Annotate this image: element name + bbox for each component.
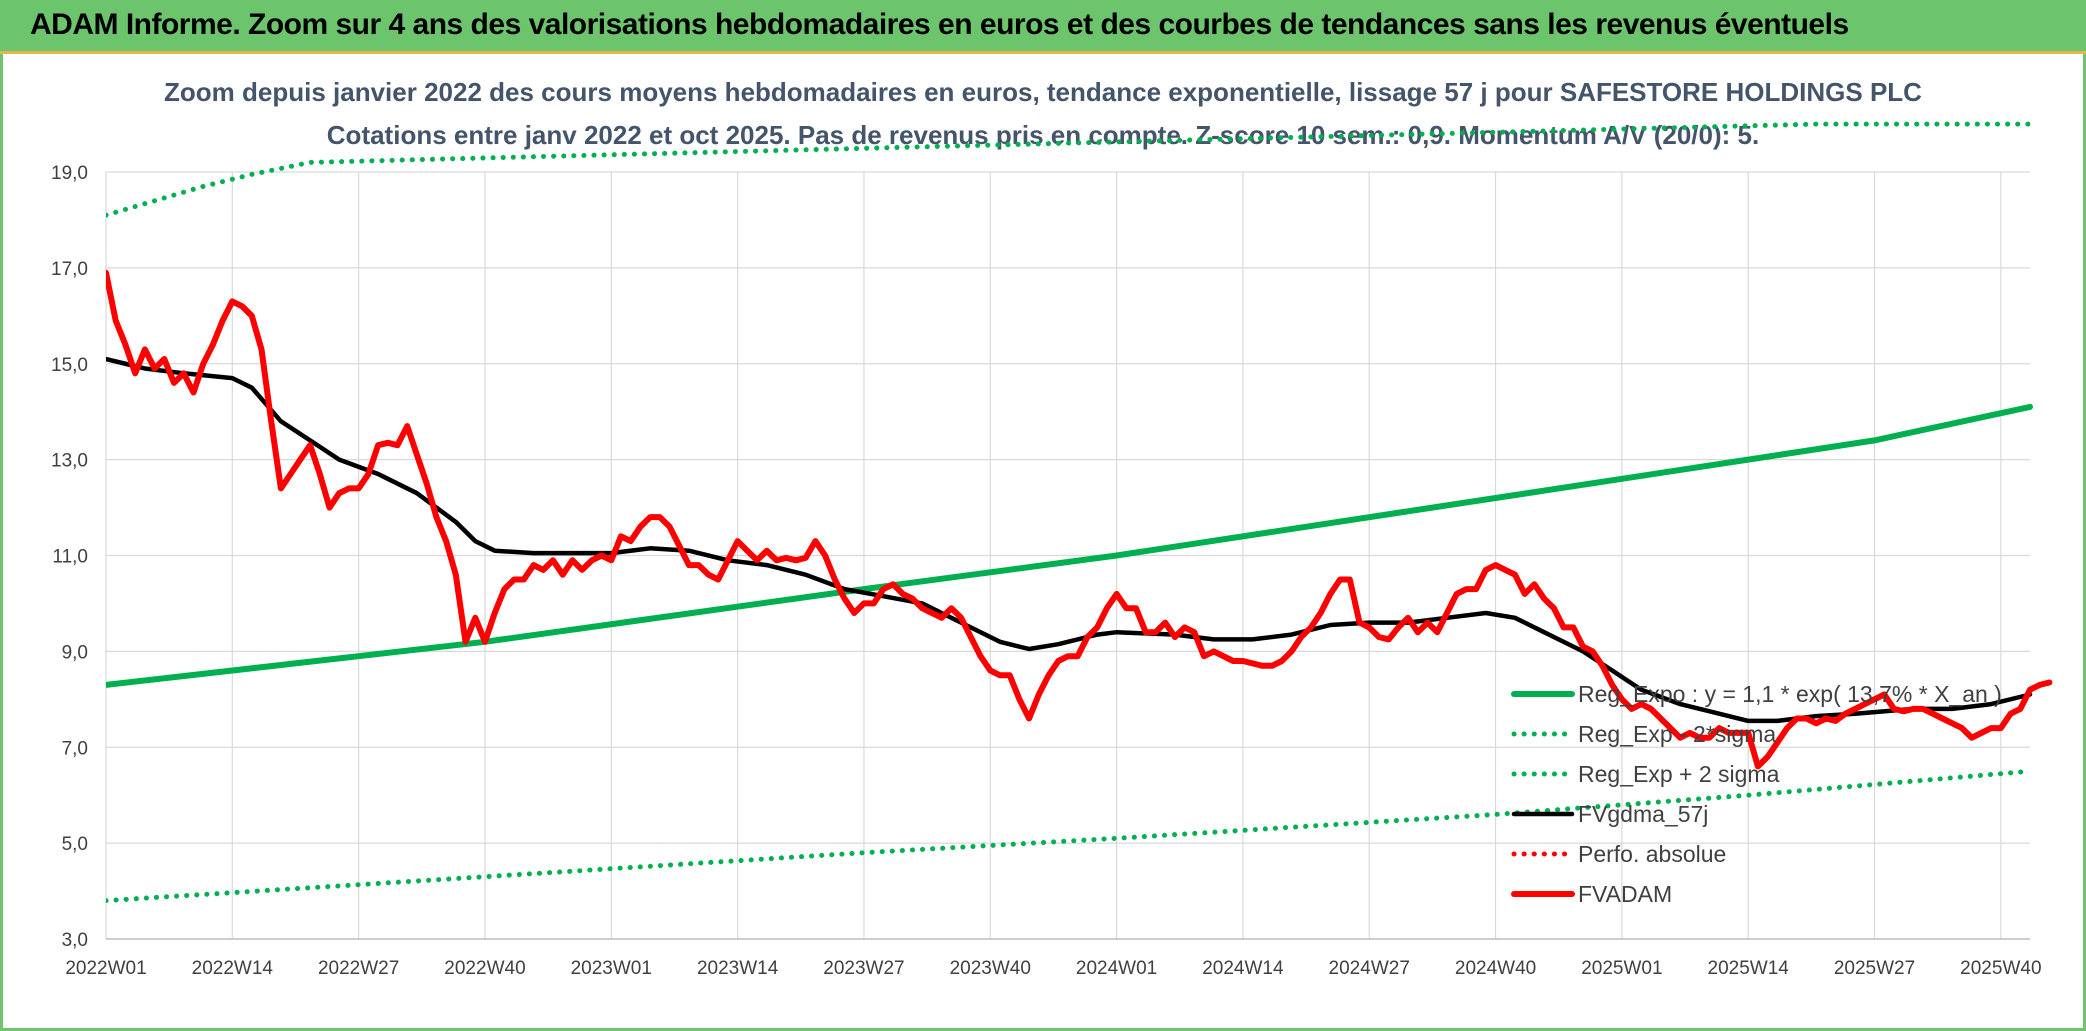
series-reg-exp-2-sigma (106, 771, 2030, 900)
x-tick-label: 2024W14 (1202, 958, 1284, 979)
x-tick-label: 2025W40 (1960, 958, 2041, 979)
y-tick-label: 19,0 (51, 163, 88, 184)
x-tick-label: 2025W01 (1581, 958, 1662, 979)
x-tick-label: 2024W40 (1455, 958, 1536, 979)
x-tick-label: 2024W27 (1329, 958, 1410, 979)
y-tick-label: 7,0 (62, 738, 88, 759)
chart-subtitle: Cotations entre janv 2022 et oct 2025. P… (327, 120, 1759, 150)
chart: Zoom depuis janvier 2022 des cours moyen… (0, 54, 2086, 1031)
grid (106, 172, 2030, 939)
x-tick-label: 2022W27 (318, 958, 399, 979)
axis-ticks: 3,0 5,0 7,0 9,0 11,0 13,0 15,0 17,0 19,0 2022W01 2… (51, 163, 2042, 979)
x-tick-label: 2025W14 (1708, 958, 1790, 979)
y-tick-label: 11,0 (52, 547, 88, 568)
legend-label-perfo-absolue: Perfo. absolue (1578, 841, 1726, 867)
y-tick-label: 9,0 (62, 642, 88, 663)
x-tick-label: 2022W14 (192, 958, 274, 979)
y-tick-label: 3,0 (62, 930, 88, 951)
series-fvgdma-57j (106, 359, 2030, 721)
x-tick-label: 2023W01 (571, 958, 652, 979)
y-tick-label: 5,0 (62, 834, 88, 855)
x-tick-label: 2022W01 (65, 958, 146, 979)
chart-title: Zoom depuis janvier 2022 des cours moyen… (164, 77, 1922, 107)
header-bar: ADAM Informe. Zoom sur 4 ans des valoris… (0, 0, 2086, 54)
x-tick-label: 2023W27 (823, 958, 904, 979)
x-tick-label: 2024W01 (1076, 958, 1157, 979)
legend-label-reg-exp-2-sigma: Reg_Exp + 2 sigma (1578, 761, 1780, 787)
y-tick-label: 13,0 (51, 451, 88, 472)
x-tick-label: 2023W14 (697, 958, 779, 979)
legend-label-fvadam: FVADAM (1578, 881, 1672, 907)
legend-label-fvgdma-57j: FVgdma_57j (1578, 801, 1708, 827)
legend-label-reg-exp-2-sigma: Reg_Exp - 2*sigma (1578, 721, 1776, 747)
legend-label-reg-expo-y-1-1-exp-13-7-x-an: Reg_Expo : y = 1,1 * exp( 13,7% * X_an ) (1578, 681, 2002, 707)
page-title: ADAM Informe. Zoom sur 4 ans des valoris… (30, 8, 1849, 42)
x-tick-label: 2025W27 (1834, 958, 1915, 979)
y-tick-label: 15,0 (51, 355, 88, 376)
x-tick-label: 2022W40 (444, 958, 525, 979)
x-tick-label: 2023W40 (950, 958, 1031, 979)
y-tick-label: 17,0 (51, 259, 88, 280)
